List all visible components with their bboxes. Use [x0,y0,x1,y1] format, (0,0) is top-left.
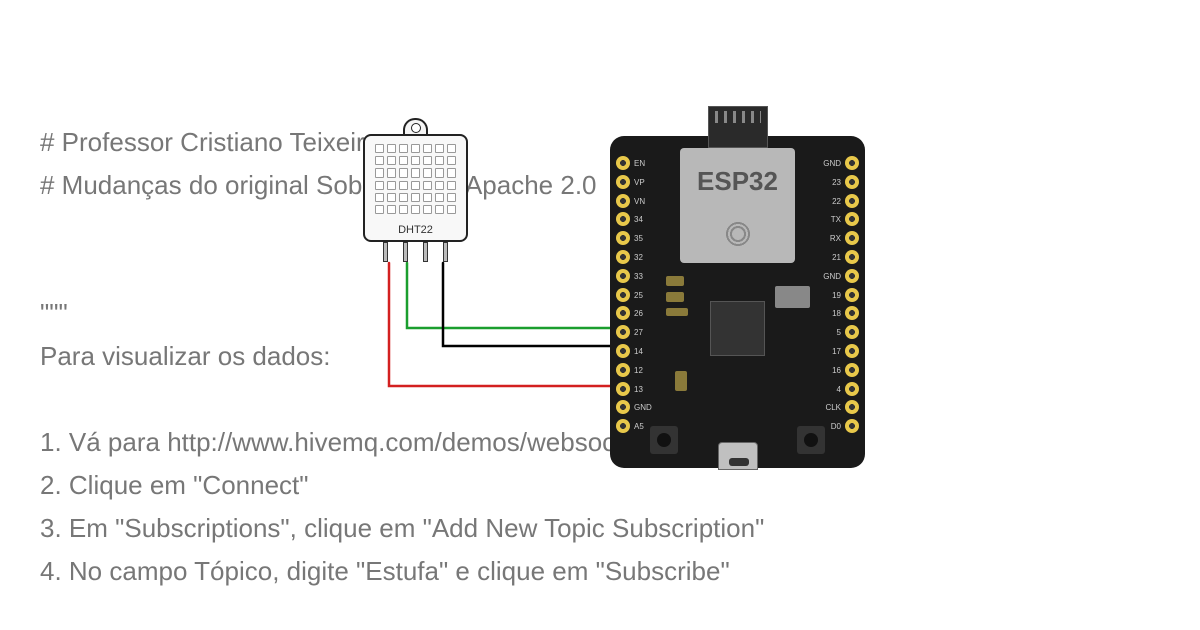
esp32-component [666,292,684,302]
esp32-regulator [775,286,810,308]
esp32-pins-left [616,156,630,433]
espressif-logo-icon [723,219,753,249]
line-3: """ [40,298,68,328]
esp32-en-button [650,426,678,454]
esp32-component [666,308,688,316]
esp32-boot-button [797,426,825,454]
esp32-shield: ESP32 [680,148,795,263]
dht22-grille [375,144,456,214]
line-4: Para visualizar os dados: [40,341,330,371]
esp32-antenna [708,106,768,148]
dht22-body: DHT22 [363,134,468,242]
line-7: 3. Em "Subscriptions", clique em "Add Ne… [40,513,764,543]
esp32-pins-right [845,156,859,433]
line-6: 2. Clique em "Connect" [40,470,308,500]
esp32-label: ESP32 [680,166,795,197]
dht22-pins [383,242,448,262]
esp32-component [675,371,687,391]
esp32-board: ESP32 ENVPVN34353233252627141213GNDA5 GN… [610,136,865,468]
esp32-pin-labels-left: ENVPVN34353233252627141213GNDA5 [634,158,652,433]
esp32-chip [710,301,765,356]
esp32-pin-labels-right: GND2322TXRX21GND1918517164CLKD0 [823,158,841,433]
esp32-usb-port [718,442,758,470]
dht22-label: DHT22 [365,224,466,236]
line-8: 4. No campo Tópico, digite "Estufa" e cl… [40,556,730,586]
circuit-diagram: DHT22 ESP32 ENVPVN34353233252627141213GN… [355,118,875,488]
line-1: # Professor Cristiano Teixeira. [40,127,386,157]
esp32-component [666,276,684,286]
dht22-sensor: DHT22 [363,118,468,263]
